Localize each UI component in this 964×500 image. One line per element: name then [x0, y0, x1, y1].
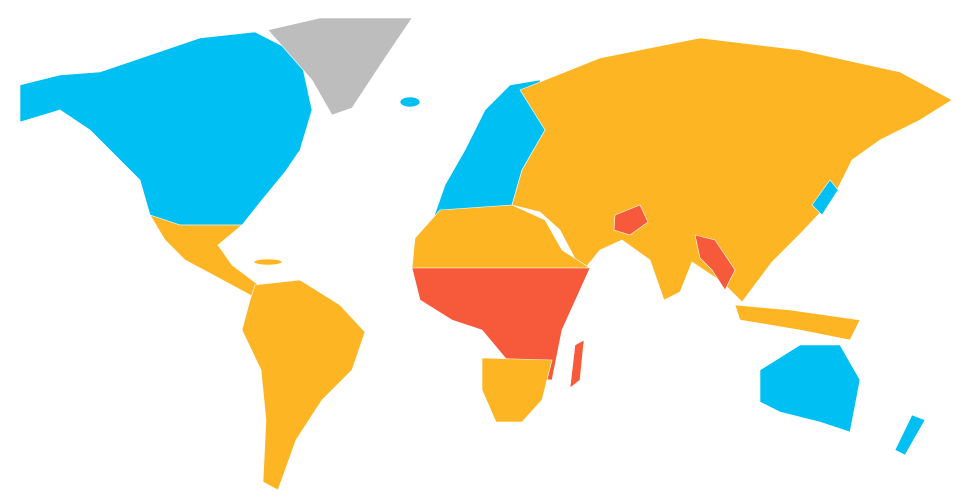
indonesia: [734, 304, 861, 341]
afghanistan: [613, 204, 649, 236]
new-zealand: [894, 414, 926, 456]
caribbean: [253, 258, 283, 266]
southern-africa: [481, 357, 553, 423]
central-america: [149, 214, 266, 297]
greenland: [267, 17, 413, 116]
australia: [759, 344, 861, 433]
north-america: [19, 31, 313, 226]
myanmar: [694, 234, 736, 291]
south-america: [241, 279, 366, 491]
madagascar: [569, 339, 585, 389]
iceland: [399, 96, 421, 108]
japan: [811, 179, 839, 216]
